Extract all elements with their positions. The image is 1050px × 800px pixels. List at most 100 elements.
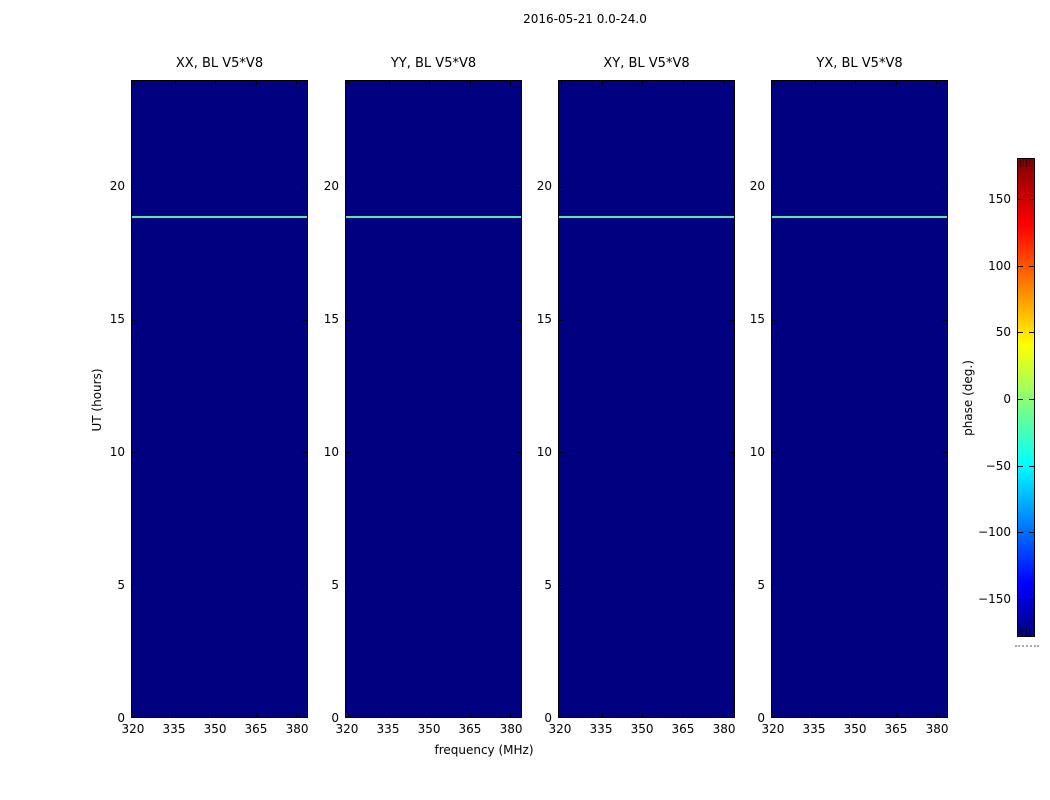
colorbar bbox=[1017, 158, 1035, 637]
colorbar-top-hatch bbox=[1020, 160, 1032, 167]
colorbar-tick bbox=[1029, 599, 1034, 600]
tick-label: 20 bbox=[323, 179, 339, 194]
colorbar-tick-label: −100 bbox=[978, 525, 1011, 539]
axis-tick bbox=[303, 717, 307, 718]
axis-tick bbox=[303, 319, 307, 321]
axis-tick bbox=[346, 451, 350, 453]
axis-tick bbox=[215, 81, 217, 85]
axis-tick bbox=[429, 81, 431, 85]
tick-label: 365 bbox=[244, 722, 268, 736]
axis-tick bbox=[133, 713, 135, 717]
axis-tick bbox=[943, 717, 947, 718]
colorbar-tick bbox=[1029, 465, 1034, 467]
tick-label: 350 bbox=[843, 722, 867, 736]
tick-label: 320 bbox=[121, 722, 145, 736]
colorbar-tick-label: 100 bbox=[988, 258, 1011, 273]
subplot-title: YY, BL V5*V8 bbox=[390, 56, 477, 71]
phase-feature-line bbox=[132, 216, 307, 219]
axis-tick bbox=[936, 81, 938, 85]
x-axis-label: frequency (MHz) bbox=[434, 743, 534, 757]
axis-tick bbox=[773, 81, 775, 85]
axis-tick bbox=[133, 81, 135, 85]
axis-tick bbox=[174, 81, 176, 85]
subplot-xy: XY, BL V5*V8 320 335 350 365 380 20 15 10 5 0 bbox=[537, 0, 736, 800]
colorbar-tick-label: 150 bbox=[988, 192, 1011, 206]
colorbar-tick bbox=[1018, 599, 1023, 600]
figure-title: 2016-05-21 0.0-24.0 bbox=[523, 12, 647, 26]
heatmap-area bbox=[558, 80, 735, 718]
subplot-title: XX, BL V5*V8 bbox=[175, 56, 264, 71]
tick-label: 365 bbox=[458, 722, 482, 736]
axis-tick bbox=[510, 81, 512, 85]
axis-tick bbox=[642, 713, 644, 717]
colorbar-tick-label: 0 bbox=[1003, 391, 1011, 406]
axis-tick bbox=[855, 713, 857, 717]
axis-tick bbox=[469, 81, 471, 85]
axis-tick bbox=[469, 713, 471, 717]
axis-tick bbox=[773, 713, 775, 717]
axis-tick bbox=[346, 584, 350, 586]
axis-tick bbox=[601, 81, 603, 85]
axis-tick bbox=[388, 81, 390, 85]
colorbar-tick bbox=[1018, 532, 1023, 533]
colorbar-tick bbox=[1018, 265, 1023, 267]
axis-tick bbox=[346, 717, 350, 718]
tick-label: 10 bbox=[536, 445, 552, 460]
tick-label: 5 bbox=[544, 578, 552, 593]
axis-tick bbox=[772, 584, 776, 586]
axis-tick bbox=[303, 187, 307, 188]
axis-tick bbox=[772, 451, 776, 453]
axis-tick bbox=[255, 713, 257, 717]
axis-tick bbox=[730, 187, 734, 188]
axis-tick bbox=[303, 451, 307, 453]
axis-tick bbox=[517, 717, 521, 718]
axis-tick bbox=[730, 451, 734, 453]
axis-tick bbox=[895, 713, 897, 717]
axis-tick bbox=[174, 713, 176, 717]
axis-tick bbox=[347, 81, 349, 85]
axis-tick bbox=[132, 717, 136, 718]
axis-tick bbox=[346, 319, 350, 321]
axis-tick bbox=[388, 713, 390, 717]
axis-tick bbox=[303, 584, 307, 586]
subplot-title: YX, BL V5*V8 bbox=[816, 56, 903, 71]
colorbar-tick bbox=[1029, 265, 1034, 267]
y-axis-label: UT (hours) bbox=[90, 368, 104, 432]
colorbar-tick bbox=[1018, 199, 1023, 200]
colorbar-dotted-underline bbox=[1015, 645, 1039, 647]
axis-tick bbox=[429, 713, 431, 717]
axis-tick bbox=[517, 319, 521, 321]
colorbar-tick bbox=[1029, 398, 1034, 400]
axis-tick bbox=[132, 584, 136, 586]
tick-label: 365 bbox=[671, 722, 695, 736]
axis-tick bbox=[517, 451, 521, 453]
tick-label: 15 bbox=[109, 312, 125, 327]
axis-tick bbox=[559, 451, 563, 453]
axis-tick bbox=[560, 713, 562, 717]
axis-tick bbox=[855, 81, 857, 85]
phase-feature-line bbox=[346, 216, 521, 219]
axis-tick bbox=[723, 713, 725, 717]
tick-label: 380 bbox=[925, 722, 949, 736]
axis-tick bbox=[132, 319, 136, 321]
colorbar-tick-label: 50 bbox=[995, 325, 1011, 340]
axis-tick bbox=[772, 319, 776, 321]
heatmap-area bbox=[771, 80, 948, 718]
colorbar-tick bbox=[1018, 332, 1023, 334]
tick-label: 335 bbox=[162, 722, 186, 736]
tick-label: 20 bbox=[109, 179, 125, 194]
axis-tick bbox=[215, 713, 217, 717]
tick-label: 350 bbox=[417, 722, 441, 736]
tick-label: 5 bbox=[757, 578, 765, 593]
axis-tick bbox=[682, 81, 684, 85]
tick-label: 10 bbox=[749, 445, 765, 460]
axis-tick bbox=[772, 717, 776, 718]
axis-tick bbox=[943, 187, 947, 188]
axis-tick bbox=[347, 713, 349, 717]
tick-label: 365 bbox=[884, 722, 908, 736]
axis-tick bbox=[936, 713, 938, 717]
axis-tick bbox=[682, 713, 684, 717]
subplot-xx: XX, BL V5*V8 320 335 350 365 380 20 15 10 5 0 bbox=[110, 0, 309, 800]
colorbar-tick bbox=[1029, 332, 1034, 334]
tick-label: 0 bbox=[544, 711, 552, 725]
